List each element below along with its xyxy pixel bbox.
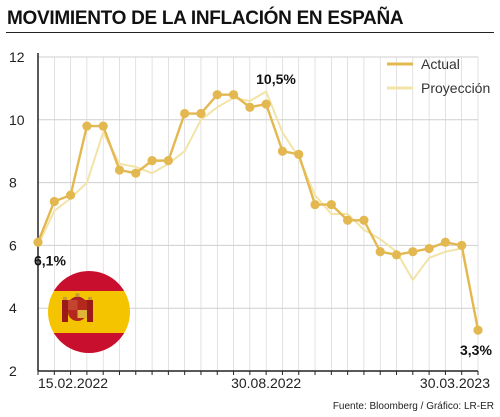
legend-actual-label: Actual [421, 56, 460, 72]
data-point-actual [196, 108, 206, 119]
data-point-actual [180, 108, 190, 119]
data-point-actual [310, 199, 320, 210]
source-credit: Fuente: Bloomberg / Gráfico: LR-ER [332, 401, 494, 412]
series-layer [33, 90, 483, 335]
label-layer: 6,1% 10,5% 3,3% [34, 71, 492, 358]
data-point-actual [163, 156, 173, 166]
y-tick-label-10: 10 [9, 112, 25, 128]
data-point-actual [261, 99, 271, 109]
data-point-actual [343, 215, 353, 225]
grid-layer [37, 56, 479, 371]
title-divider [6, 32, 494, 33]
legend-projection-label: Proyección [421, 80, 490, 96]
x-tick-label-15.02.2022: 15.02.2022 [38, 375, 108, 391]
data-point-actual [212, 90, 222, 100]
data-point-actual [147, 156, 157, 166]
data-point-actual [82, 121, 92, 131]
data-point-actual [294, 149, 304, 159]
y-tick-label-2: 2 [9, 363, 17, 379]
flag-red-bottom [48, 333, 130, 353]
data-point-actual [326, 199, 336, 210]
flag-red-top [48, 271, 130, 291]
y-tick-label-12: 12 [9, 49, 25, 65]
data-point-actual [391, 250, 402, 260]
data-point-actual [440, 237, 451, 247]
series-line-actual [36, 93, 480, 331]
data-point-actual [65, 190, 76, 200]
data-label-27: 3,3% [460, 342, 492, 358]
spain-flag-icon [48, 271, 130, 353]
data-point-actual [457, 240, 467, 250]
y-tick-label-4: 4 [9, 300, 17, 316]
data-label-0: 6,1% [34, 252, 66, 268]
legend: Actual Proyección [387, 56, 490, 96]
data-point-actual [228, 90, 239, 100]
data-point-actual [375, 247, 385, 257]
axis-layer: 2 4 6 8 10 12 15.02.2022 30.08.2022 30.03.2023 [9, 49, 490, 391]
data-point-actual [98, 121, 108, 131]
data-point-actual [33, 237, 43, 247]
data-point-actual [359, 215, 369, 225]
data-point-actual [424, 243, 434, 254]
data-point-actual [277, 146, 288, 156]
x-tick-label-30.08.2022: 30.08.2022 [231, 375, 301, 391]
data-point-actual [49, 196, 59, 207]
x-tick-label-30.03.2023: 30.03.2023 [420, 375, 490, 391]
chart-title: MOVIMIENTO DE LA INFLACIÓN EN ESPAÑA [7, 8, 404, 29]
y-tick-label-6: 6 [9, 237, 17, 253]
data-point-actual [245, 102, 255, 112]
y-tick-label-8: 8 [9, 175, 17, 191]
coat-of-arms-icon [62, 293, 93, 322]
data-point-actual [131, 168, 141, 178]
data-point-actual [114, 165, 125, 175]
data-point-actual [408, 247, 418, 257]
data-label-14: 10,5% [256, 71, 296, 87]
data-point-actual [473, 325, 483, 335]
